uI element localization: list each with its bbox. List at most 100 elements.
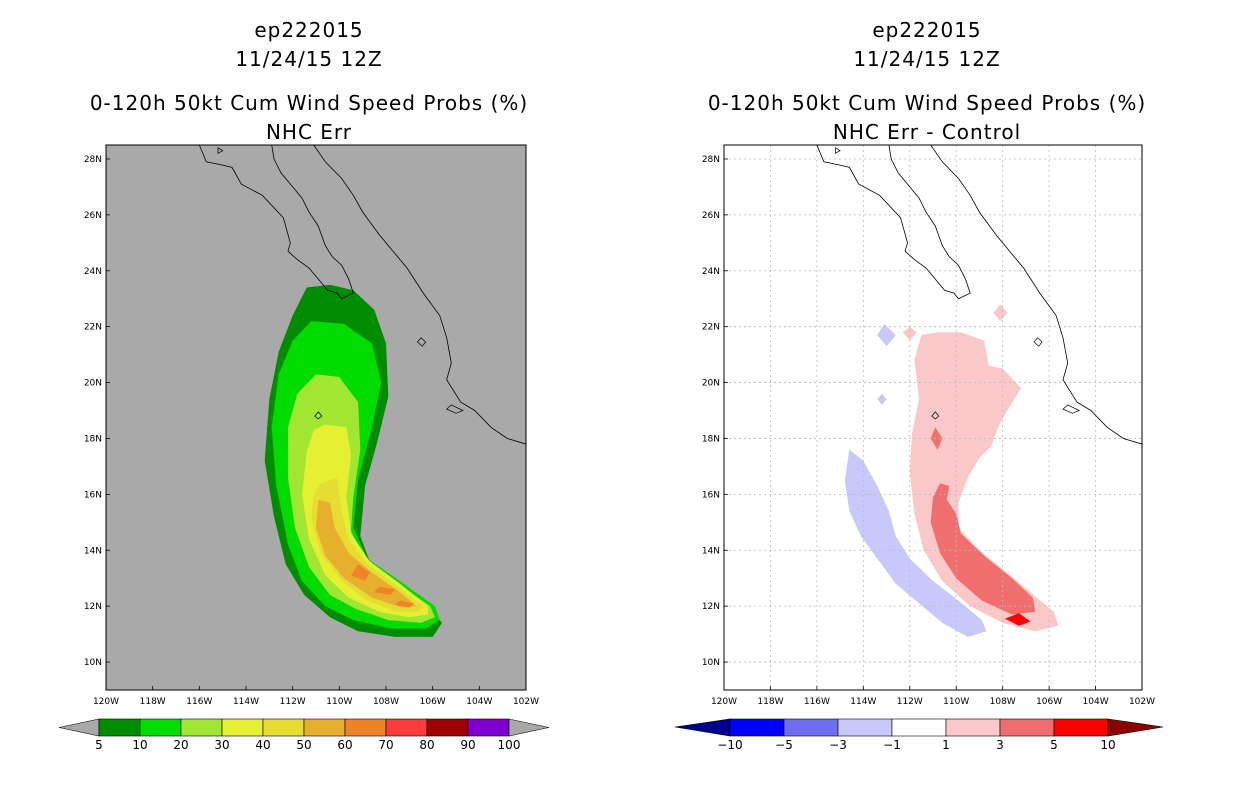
colorbar-label: 20 (173, 738, 188, 752)
colorbar-label: −1 (883, 738, 901, 752)
colorbar-cap-low (58, 718, 100, 737)
x-tick-label: 118W (140, 697, 166, 707)
x-tick-label: 108W (373, 697, 399, 707)
colorbar-cap-high (508, 718, 550, 737)
colorbar-segment (385, 718, 428, 737)
colorbar-label: 90 (460, 738, 475, 752)
colorbar-label: 80 (419, 738, 434, 752)
island-outline (217, 147, 224, 155)
colorbar-segment (1053, 718, 1109, 737)
panel-subtitle: NHC Err - Control (832, 120, 1022, 144)
storm-id-title: ep222015 (254, 18, 364, 42)
y-tick-label: 14N (84, 546, 102, 556)
colorbar-segment (426, 718, 469, 737)
x-tick-label: 106W (1036, 697, 1062, 707)
colorbar-label: −5 (775, 738, 793, 752)
difference-map-chart: 120W 118W 116W 114W 112W 110W 108W 106W 104W 102W… (674, 131, 1164, 752)
colorbar-cap-low (674, 718, 731, 737)
x-tick-label: 102W (513, 697, 539, 707)
x-tick-label: 116W (804, 697, 830, 707)
y-tick-label: 24N (702, 267, 720, 277)
probability-map-chart: 120W 118W 116W 114W 112W 110W 108W 106W 104W 102W… (58, 144, 550, 752)
contour-level-60-7 (374, 586, 396, 595)
x-tick-label: 102W (1129, 697, 1155, 707)
datetime-title: 11/24/15 12Z (235, 47, 383, 71)
contour-level-60-8 (395, 600, 414, 608)
colorbar-segment (729, 718, 785, 737)
colorbar-label: 70 (378, 738, 393, 752)
y-tick-label: 28N (84, 155, 102, 165)
colorbar-label: 60 (337, 738, 352, 752)
coastline (930, 145, 1142, 445)
y-tick-label: 22N (84, 323, 102, 333)
colorbar-segment (98, 718, 141, 737)
colorbar-segment (783, 718, 839, 737)
datetime-title: 11/24/15 12Z (853, 47, 1001, 71)
contour-level-50-5 (316, 499, 417, 608)
island-outline (894, 131, 899, 134)
y-tick-label: 18N (84, 434, 102, 444)
x-tick-label: 112W (897, 697, 923, 707)
coastline (816, 145, 971, 300)
contour-level-minus1-6 (844, 449, 987, 637)
colorbar-cap-high (1107, 718, 1164, 737)
x-tick-label: 120W (711, 697, 737, 707)
island-outline (417, 337, 427, 347)
x-tick-label: 110W (326, 697, 352, 707)
contour-level-3-3 (930, 483, 1036, 615)
island-outline (314, 411, 323, 420)
y-tick-label: 20N (702, 379, 720, 389)
colorbar-segment (999, 718, 1055, 737)
colorbar-label: 1 (942, 738, 950, 752)
contour-level-minus1-7 (877, 323, 896, 347)
island-outline (1033, 337, 1043, 347)
colorbar-segment (180, 718, 223, 737)
plot-frame (105, 144, 527, 691)
colorbar-segment (221, 718, 264, 737)
y-tick-label: 12N (702, 602, 720, 612)
y-tick-label: 22N (702, 323, 720, 333)
y-tick-label: 26N (702, 211, 720, 221)
colorbar-label: 5 (1050, 738, 1058, 752)
y-tick-label: 24N (84, 267, 102, 277)
y-tick-label: 28N (702, 155, 720, 165)
y-tick-label: 16N (84, 490, 102, 500)
colorbar-label: 3 (996, 738, 1004, 752)
x-tick-label: 112W (280, 697, 306, 707)
contour-level-3-4 (930, 427, 943, 450)
x-tick-label: 118W (757, 697, 783, 707)
colorbar-segment (344, 718, 387, 737)
x-tick-label: 104W (466, 697, 492, 707)
storm-id-title: ep222015 (872, 18, 982, 42)
colorbar-label: 10 (132, 738, 147, 752)
colorbar-segment (467, 718, 510, 737)
x-tick-label: 110W (943, 697, 969, 707)
y-tick-label: 12N (84, 602, 102, 612)
colorbar-label: −10 (717, 738, 742, 752)
colorbar-segment (891, 718, 947, 737)
y-tick-label: 20N (84, 379, 102, 389)
product-title: 0-120h 50kt Cum Wind Speed Probs (%) (707, 91, 1147, 115)
y-tick-label: 10N (702, 658, 720, 668)
colorbar-label: 50 (296, 738, 311, 752)
contour-level-1-1 (902, 326, 917, 341)
colorbar-label: 5 (95, 738, 103, 752)
right-panel: ep222015 11/24/15 12Z 0-120h 50kt Cum Wi… (618, 0, 1236, 800)
y-tick-label: 26N (84, 211, 102, 221)
island-outline (446, 404, 464, 414)
panel-subtitle: NHC Err (265, 120, 353, 144)
x-tick-label: 114W (850, 697, 876, 707)
colorbar-segment (303, 718, 346, 737)
island-outline (1062, 404, 1081, 414)
x-tick-label: 114W (233, 697, 259, 707)
y-tick-label: 14N (702, 546, 720, 556)
colorbar-label: −3 (829, 738, 847, 752)
product-title: 0-120h 50kt Cum Wind Speed Probs (%) (89, 91, 529, 115)
contour-level-40-4 (311, 477, 424, 612)
colorbar-label: 100 (498, 738, 521, 752)
colorbar-segment (945, 718, 1001, 737)
x-tick-label: 106W (420, 697, 446, 707)
coastline (198, 145, 354, 300)
x-tick-label: 120W (93, 697, 119, 707)
contour-level-5-5 (1005, 613, 1031, 626)
